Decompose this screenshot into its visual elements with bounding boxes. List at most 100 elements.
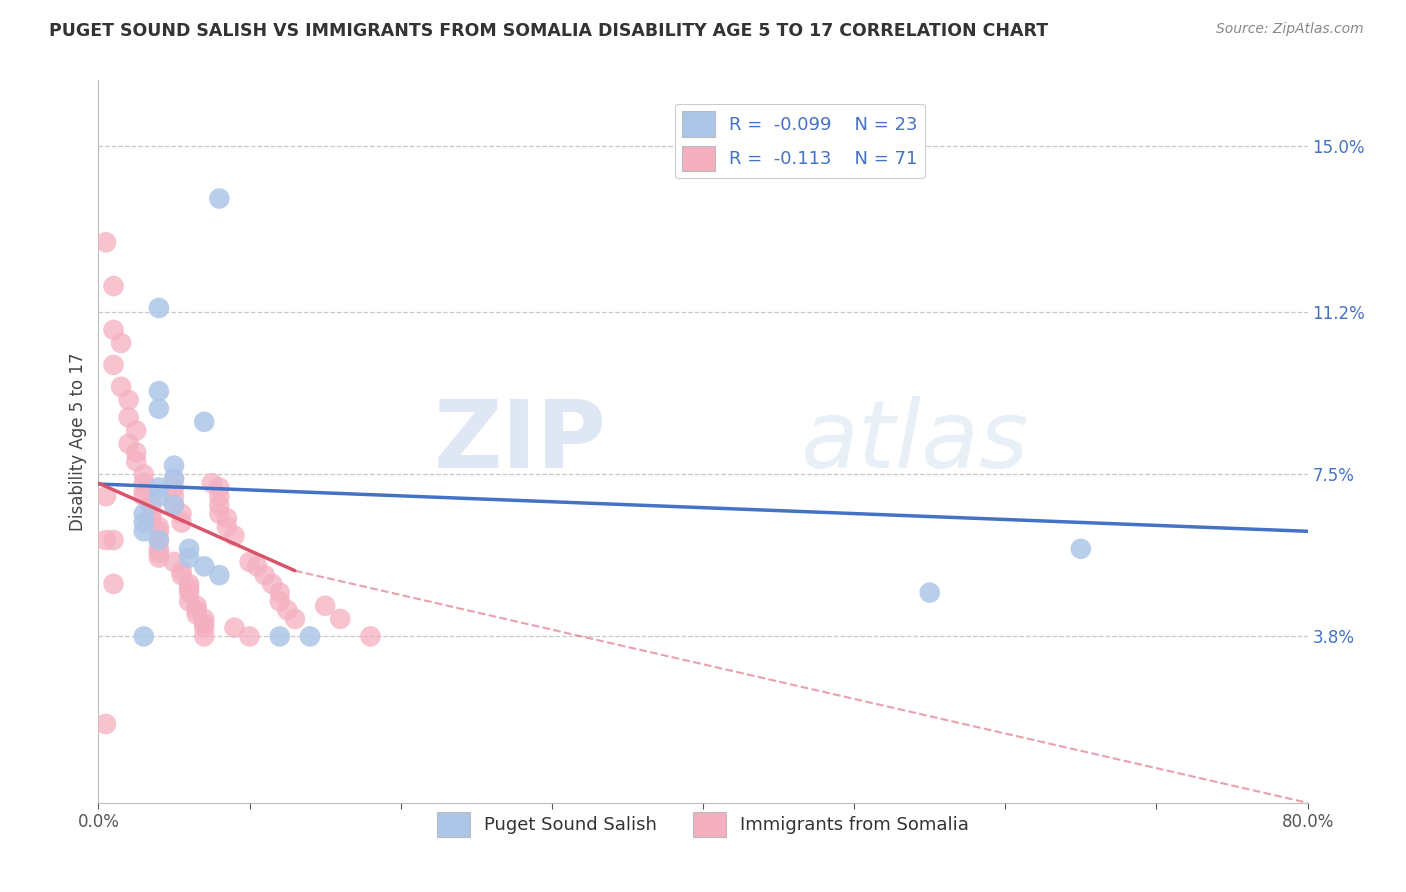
Point xyxy=(148,546,170,560)
Point xyxy=(118,392,141,407)
Point xyxy=(208,498,231,512)
Point xyxy=(148,481,170,495)
Text: ZIP: ZIP xyxy=(433,395,606,488)
Point xyxy=(918,585,941,599)
Point xyxy=(148,533,170,547)
Point xyxy=(269,629,291,643)
Point xyxy=(163,498,186,512)
Point xyxy=(132,476,155,491)
Point xyxy=(118,436,141,450)
Point xyxy=(179,550,201,565)
Point xyxy=(163,489,186,503)
Point xyxy=(269,594,291,608)
Point xyxy=(148,541,170,556)
Point xyxy=(163,472,186,486)
Point xyxy=(186,607,208,622)
Point xyxy=(148,401,170,416)
Point xyxy=(276,603,298,617)
Point xyxy=(201,476,224,491)
Legend: Puget Sound Salish, Immigrants from Somalia: Puget Sound Salish, Immigrants from Soma… xyxy=(430,805,976,845)
Point xyxy=(314,599,336,613)
Point xyxy=(329,612,352,626)
Point xyxy=(193,415,215,429)
Point xyxy=(103,577,125,591)
Point xyxy=(94,717,117,731)
Point xyxy=(163,458,186,473)
Point xyxy=(125,454,148,468)
Point xyxy=(186,603,208,617)
Point xyxy=(239,555,262,569)
Point xyxy=(141,498,163,512)
Point xyxy=(208,507,231,521)
Point xyxy=(170,516,193,530)
Point xyxy=(163,498,186,512)
Point xyxy=(163,472,186,486)
Point xyxy=(224,621,246,635)
Y-axis label: Disability Age 5 to 17: Disability Age 5 to 17 xyxy=(69,352,87,531)
Text: atlas: atlas xyxy=(800,396,1028,487)
Point xyxy=(208,489,231,503)
Point xyxy=(262,577,284,591)
Point xyxy=(148,489,170,503)
Point xyxy=(141,511,163,525)
Point xyxy=(148,533,170,547)
Point xyxy=(94,533,117,547)
Point xyxy=(132,524,155,539)
Point xyxy=(179,577,201,591)
Point xyxy=(163,555,186,569)
Point xyxy=(193,616,215,631)
Point xyxy=(94,235,117,250)
Point xyxy=(193,621,215,635)
Point xyxy=(94,489,117,503)
Point xyxy=(360,629,382,643)
Point xyxy=(224,529,246,543)
Point xyxy=(208,481,231,495)
Point xyxy=(132,489,155,503)
Point xyxy=(239,629,262,643)
Point xyxy=(193,612,215,626)
Point xyxy=(141,507,163,521)
Point xyxy=(148,301,170,315)
Point xyxy=(179,585,201,599)
Point xyxy=(125,445,148,459)
Point xyxy=(208,568,231,582)
Point xyxy=(103,358,125,372)
Point xyxy=(110,380,132,394)
Point xyxy=(269,585,291,599)
Point xyxy=(103,533,125,547)
Point xyxy=(1070,541,1092,556)
Point xyxy=(110,336,132,351)
Point xyxy=(284,612,307,626)
Point xyxy=(208,192,231,206)
Point xyxy=(253,568,276,582)
Point xyxy=(246,559,269,574)
Point xyxy=(132,484,155,499)
Point xyxy=(179,581,201,595)
Point xyxy=(148,550,170,565)
Point xyxy=(179,541,201,556)
Point xyxy=(148,384,170,399)
Point xyxy=(170,507,193,521)
Text: Source: ZipAtlas.com: Source: ZipAtlas.com xyxy=(1216,22,1364,37)
Point xyxy=(170,564,193,578)
Point xyxy=(148,524,170,539)
Point xyxy=(132,516,155,530)
Point xyxy=(299,629,322,643)
Point xyxy=(118,410,141,425)
Point xyxy=(179,594,201,608)
Point xyxy=(193,629,215,643)
Point xyxy=(132,467,155,482)
Point xyxy=(170,568,193,582)
Point xyxy=(186,599,208,613)
Point xyxy=(103,323,125,337)
Point xyxy=(215,511,238,525)
Text: PUGET SOUND SALISH VS IMMIGRANTS FROM SOMALIA DISABILITY AGE 5 TO 17 CORRELATION: PUGET SOUND SALISH VS IMMIGRANTS FROM SO… xyxy=(49,22,1049,40)
Point xyxy=(103,279,125,293)
Point xyxy=(132,507,155,521)
Point xyxy=(148,520,170,534)
Point xyxy=(163,481,186,495)
Point xyxy=(215,520,238,534)
Point xyxy=(125,424,148,438)
Point xyxy=(193,559,215,574)
Point xyxy=(132,629,155,643)
